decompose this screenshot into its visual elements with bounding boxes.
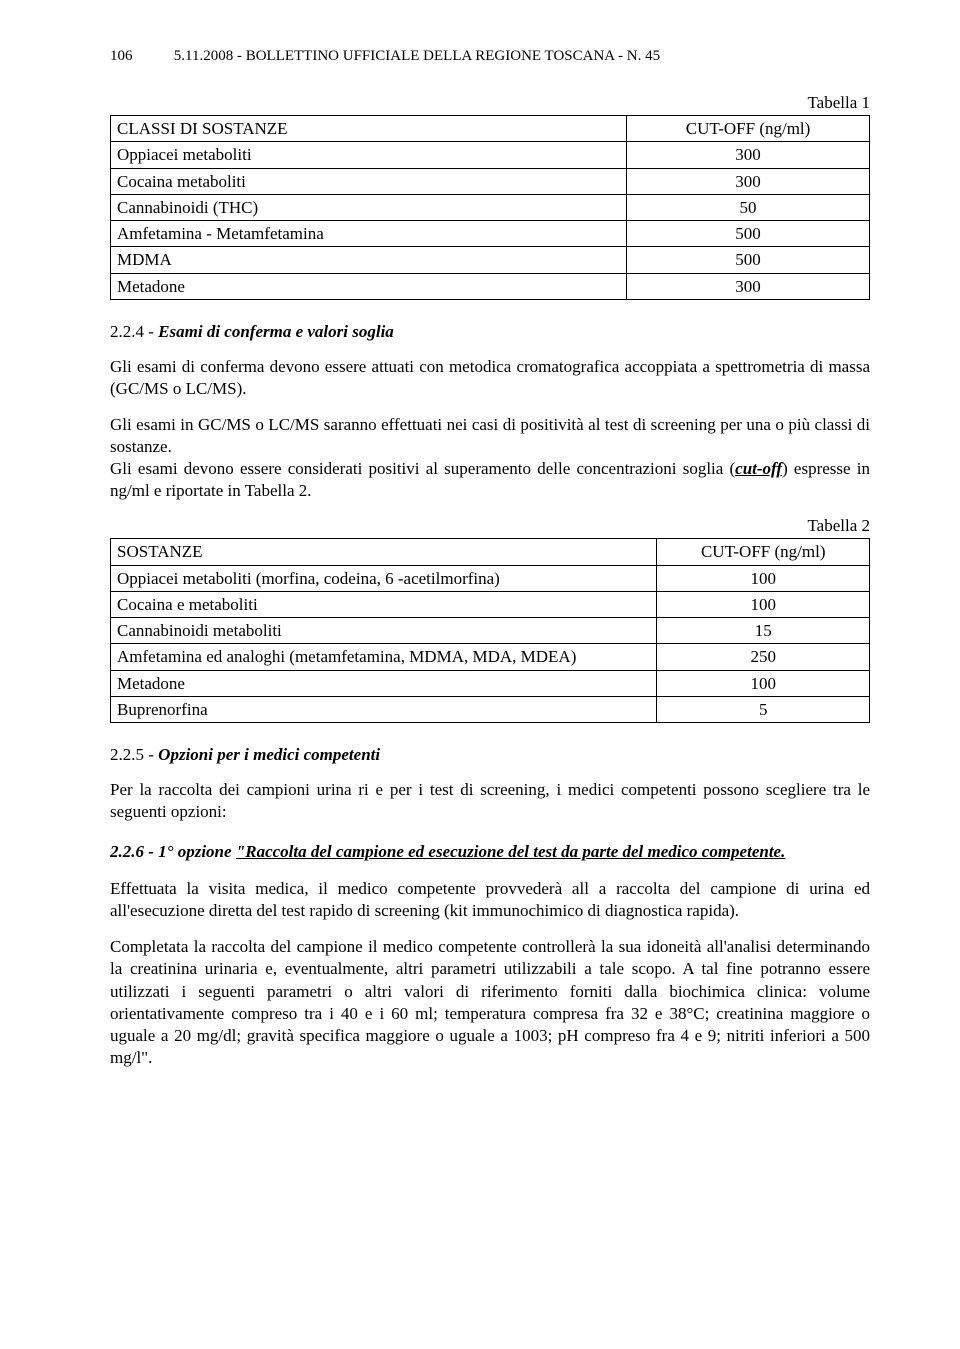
table-row: CLASSI DI SOSTANZE CUT-OFF (ng/ml) — [111, 116, 870, 142]
sec225-title: Opzioni per i medici competenti — [158, 745, 380, 764]
cell: 50 — [627, 194, 870, 220]
cell: Metadone — [111, 670, 657, 696]
cell: Buprenorfina — [111, 696, 657, 722]
cell: Amfetamina ed analoghi (metamfetamina, M… — [111, 644, 657, 670]
table-row: Amfetamina - Metamfetamina500 — [111, 221, 870, 247]
cell: 100 — [657, 591, 870, 617]
table1-label: Tabella 1 — [110, 93, 870, 113]
sec225-p1: Per la raccolta dei campioni urina ri e … — [110, 779, 870, 823]
sec224-p2: Gli esami in GC/MS o LC/MS saranno effet… — [110, 414, 870, 458]
cell: Oppiacei metaboliti (morfina, codeina, 6… — [111, 565, 657, 591]
table-row: Buprenorfina5 — [111, 696, 870, 722]
cell: 5 — [657, 696, 870, 722]
cell: 300 — [627, 273, 870, 299]
sec224-p3a: Gli esami devono essere considerati posi… — [110, 459, 735, 478]
table-row: Cannabinoidi metaboliti15 — [111, 618, 870, 644]
cell: MDMA — [111, 247, 627, 273]
sec224-p3: Gli esami devono essere considerati posi… — [110, 458, 870, 502]
sec226-p1: Effettuata la visita medica, il medico c… — [110, 878, 870, 922]
section-226-head: 2.2.6 - 1° opzione "Raccolta del campion… — [110, 841, 870, 864]
cell: 300 — [627, 168, 870, 194]
table-row: MDMA500 — [111, 247, 870, 273]
table2-header-c2: CUT-OFF (ng/ml) — [657, 539, 870, 565]
table-row: Cannabinoidi (THC)50 — [111, 194, 870, 220]
section-225-head: 2.2.5 - Opzioni per i medici competenti — [110, 745, 870, 765]
section-224-head: 2.2.4 - Esami di conferma e valori sogli… — [110, 322, 870, 342]
table-row: Oppiacei metaboliti300 — [111, 142, 870, 168]
cell: 100 — [657, 670, 870, 696]
table-row: Metadone100 — [111, 670, 870, 696]
table-row: Metadone300 — [111, 273, 870, 299]
sec224-p3b: cut-off — [735, 459, 782, 478]
cell: Cocaina metaboliti — [111, 168, 627, 194]
cell: 100 — [657, 565, 870, 591]
table2-header-c1: SOSTANZE — [111, 539, 657, 565]
sec226-p2: Completata la raccolta del campione il m… — [110, 936, 870, 1069]
page-header: 106 5.11.2008 - BOLLETTINO UFFICIALE DEL… — [110, 48, 870, 65]
table-row: Cocaina metaboliti300 — [111, 168, 870, 194]
sec226-lead: 2.2.6 - 1° opzione — [110, 842, 236, 861]
page: 106 5.11.2008 - BOLLETTINO UFFICIALE DEL… — [0, 0, 960, 1143]
table-row: Cocaina e metaboliti100 — [111, 591, 870, 617]
table-row: Oppiacei metaboliti (morfina, codeina, 6… — [111, 565, 870, 591]
cell: 300 — [627, 142, 870, 168]
cell: Amfetamina - Metamfetamina — [111, 221, 627, 247]
cell: 500 — [627, 247, 870, 273]
table-row: SOSTANZE CUT-OFF (ng/ml) — [111, 539, 870, 565]
sec224-title: Esami di conferma e valori soglia — [158, 322, 394, 341]
sec226-title: "Raccolta del campione ed esecuzione del… — [236, 842, 786, 861]
cell: Metadone — [111, 273, 627, 299]
cell: Oppiacei metaboliti — [111, 142, 627, 168]
table2-label: Tabella 2 — [110, 516, 870, 536]
sec225-lead: 2.2.5 - — [110, 745, 158, 764]
sec224-lead: 2.2.4 - — [110, 322, 158, 341]
table2: SOSTANZE CUT-OFF (ng/ml) Oppiacei metabo… — [110, 538, 870, 723]
cell: Cannabinoidi (THC) — [111, 194, 627, 220]
table1-header-c2: CUT-OFF (ng/ml) — [627, 116, 870, 142]
cell: 15 — [657, 618, 870, 644]
sec224-p1: Gli esami di conferma devono essere attu… — [110, 356, 870, 400]
table-row: Amfetamina ed analoghi (metamfetamina, M… — [111, 644, 870, 670]
cell: Cocaina e metaboliti — [111, 591, 657, 617]
table1: CLASSI DI SOSTANZE CUT-OFF (ng/ml) Oppia… — [110, 115, 870, 300]
page-number: 106 — [110, 48, 170, 65]
cell: 250 — [657, 644, 870, 670]
cell: 500 — [627, 221, 870, 247]
header-title: 5.11.2008 - BOLLETTINO UFFICIALE DELLA R… — [174, 48, 660, 64]
table1-header-c1: CLASSI DI SOSTANZE — [111, 116, 627, 142]
cell: Cannabinoidi metaboliti — [111, 618, 657, 644]
